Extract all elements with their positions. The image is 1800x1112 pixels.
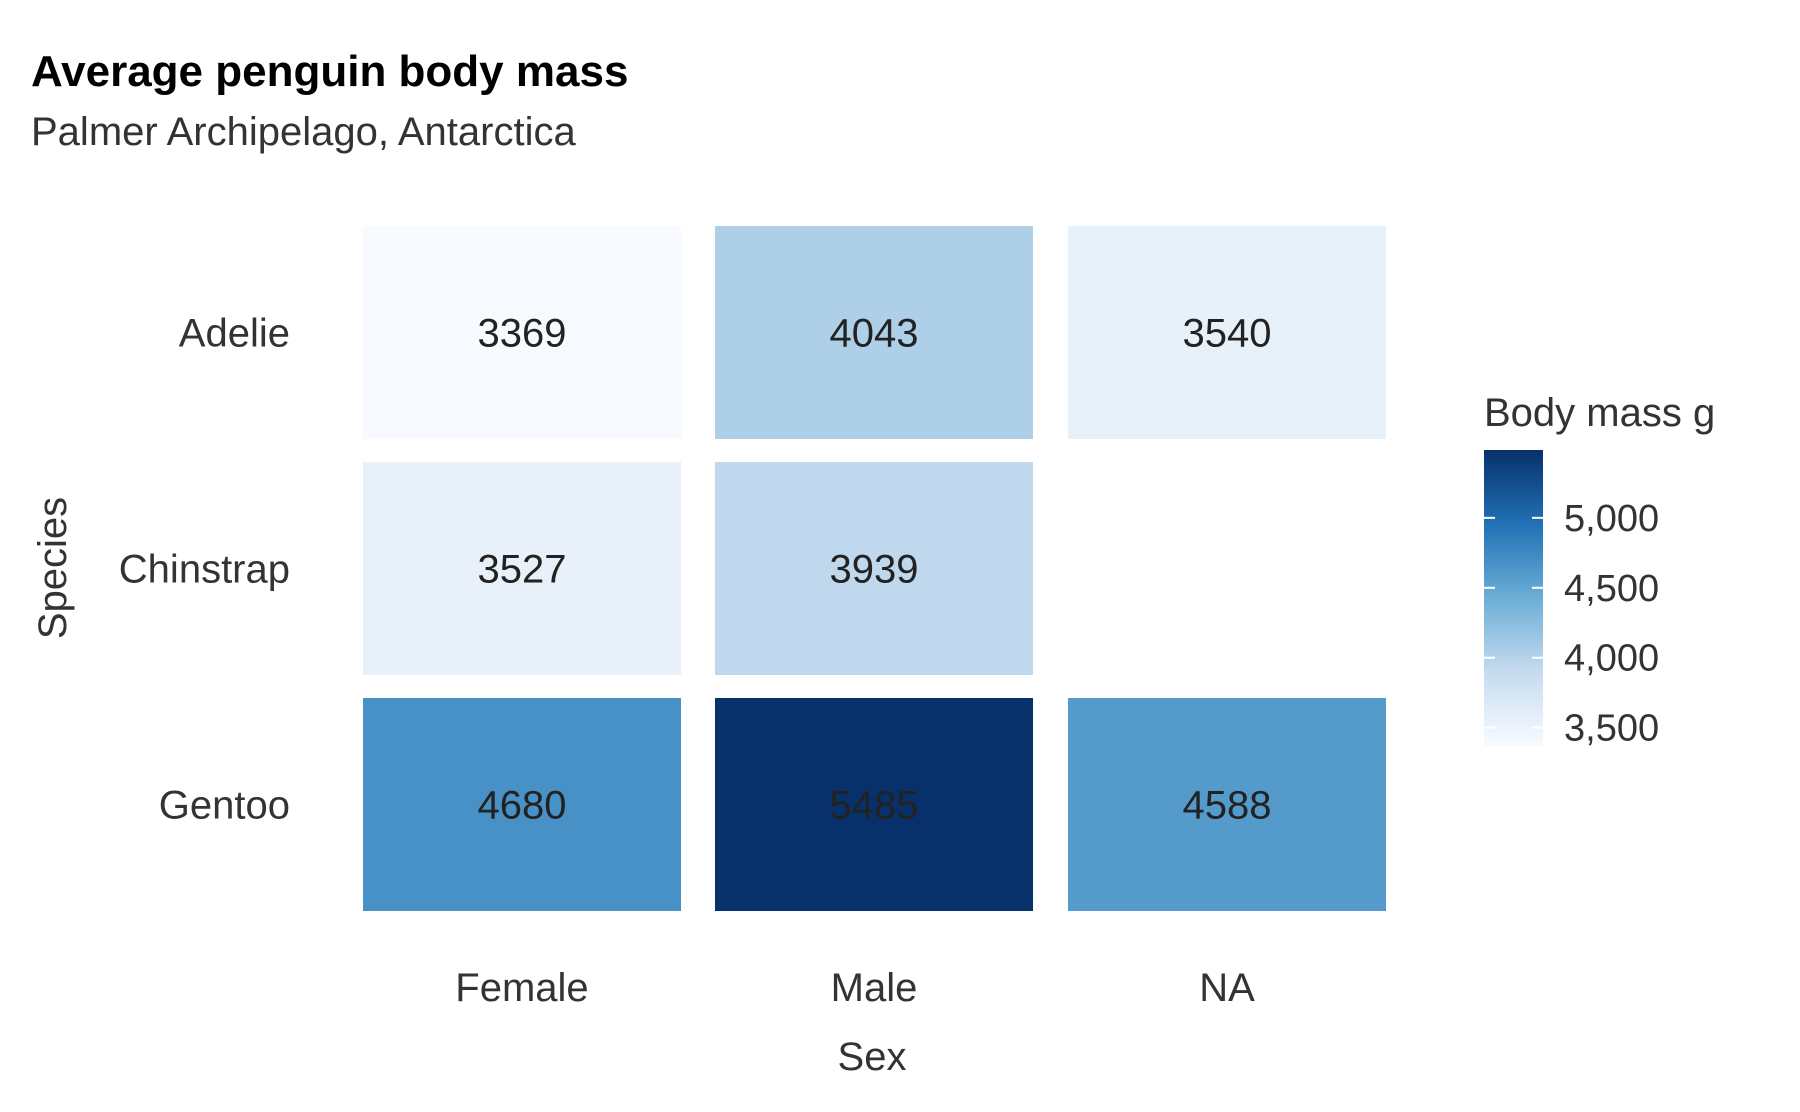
x-tick-labels: Female Male NA xyxy=(455,966,1255,1010)
legend-tick-label: 4,000 xyxy=(1564,638,1659,680)
heatmap-cell-chinstrap-male xyxy=(715,462,1033,675)
heatmap-cell-adelie-male xyxy=(715,226,1033,439)
y-tick-label: Gentoo xyxy=(159,784,290,828)
x-axis-title: Sex xyxy=(838,1035,907,1079)
y-axis-title: Species xyxy=(31,497,75,639)
y-tick-label: Adelie xyxy=(179,312,290,356)
legend-tick-label: 5,000 xyxy=(1564,498,1659,540)
cell-value-label: 4680 xyxy=(478,784,567,828)
heatmap-cell-gentoo-male xyxy=(715,698,1033,911)
cell-value-label: 5485 xyxy=(830,784,919,828)
heatmap-cell-gentoo-na xyxy=(1068,698,1386,911)
heatmap-cell-chinstrap-female xyxy=(363,462,681,675)
legend-tick-label: 4,500 xyxy=(1564,568,1659,610)
legend-ticks: 5,000 4,500 4,000 3,500 xyxy=(1484,498,1659,750)
x-tick-label: NA xyxy=(1199,966,1255,1010)
cell-value-label: 3939 xyxy=(830,548,919,592)
y-tick-label: Chinstrap xyxy=(119,548,290,592)
x-tick-label: Male xyxy=(831,966,918,1010)
heatmap-cell-adelie-na xyxy=(1068,226,1386,439)
cell-value-label: 3527 xyxy=(478,548,567,592)
cell-value-label: 3540 xyxy=(1183,312,1272,356)
x-tick-label: Female xyxy=(455,966,588,1010)
heatmap-cell-gentoo-female xyxy=(363,698,681,911)
chart-title: Average penguin body mass xyxy=(31,47,628,96)
cell-value-label: 4588 xyxy=(1183,784,1272,828)
legend-tick-label: 3,500 xyxy=(1564,708,1659,750)
cell-value-label: 4043 xyxy=(830,312,919,356)
color-legend: Body mass g 5,000 4,500 4,000 3,500 xyxy=(1484,391,1715,750)
heatmap-cell-adelie-female xyxy=(363,226,681,439)
legend-colorbar xyxy=(1484,450,1543,746)
cell-value-label: 3369 xyxy=(478,312,567,356)
heatmap-cells: 3369 4043 3540 3527 3939 4680 5485 4588 xyxy=(363,226,1386,911)
legend-title: Body mass g xyxy=(1484,391,1715,435)
chart-subtitle: Palmer Archipelago, Antarctica xyxy=(31,110,576,154)
y-tick-labels: Adelie Chinstrap Gentoo xyxy=(119,312,290,828)
